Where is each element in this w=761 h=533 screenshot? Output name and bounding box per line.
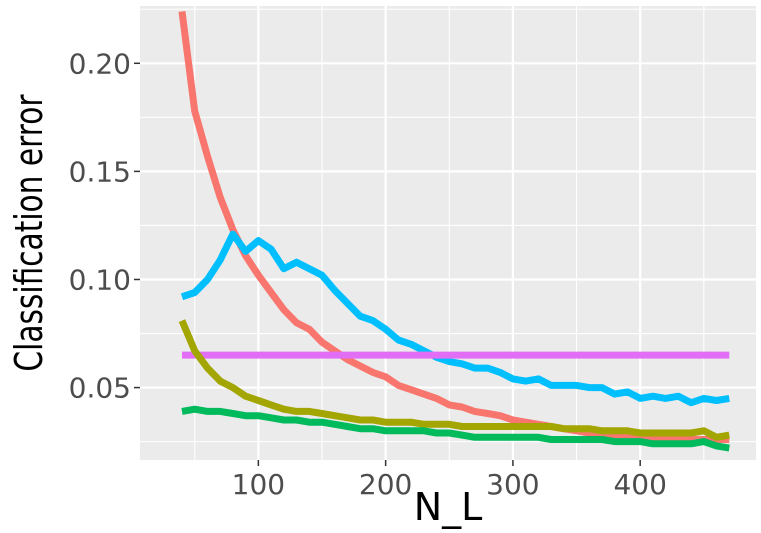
x-tick-label: 400 — [613, 468, 666, 501]
series-line-5 — [181, 405, 730, 452]
series-line-1 — [178, 10, 730, 443]
y-axis-title: Classification error — [7, 94, 52, 371]
x-axis-title: N_L — [414, 485, 483, 529]
x-tick-label: 200 — [359, 468, 412, 501]
plot-panel — [140, 6, 756, 460]
x-tick-label: 300 — [486, 468, 539, 501]
y-tick-label: 0.05 — [69, 372, 131, 405]
y-tick-label: 0.20 — [69, 47, 131, 80]
tick-labels: 100 200 300 400 0.05 0.10 0.15 0.20 — [69, 47, 667, 501]
minor-gridlines — [140, 6, 756, 460]
y-tick-label: 0.15 — [69, 155, 131, 188]
series-line-4 — [178, 319, 730, 441]
series-layer — [178, 10, 730, 452]
axis-ticks — [134, 62, 641, 466]
series-line-2 — [180, 230, 730, 407]
major-gridlines — [140, 6, 756, 460]
y-tick-label: 0.10 — [69, 263, 131, 296]
x-tick-label: 100 — [232, 468, 285, 501]
